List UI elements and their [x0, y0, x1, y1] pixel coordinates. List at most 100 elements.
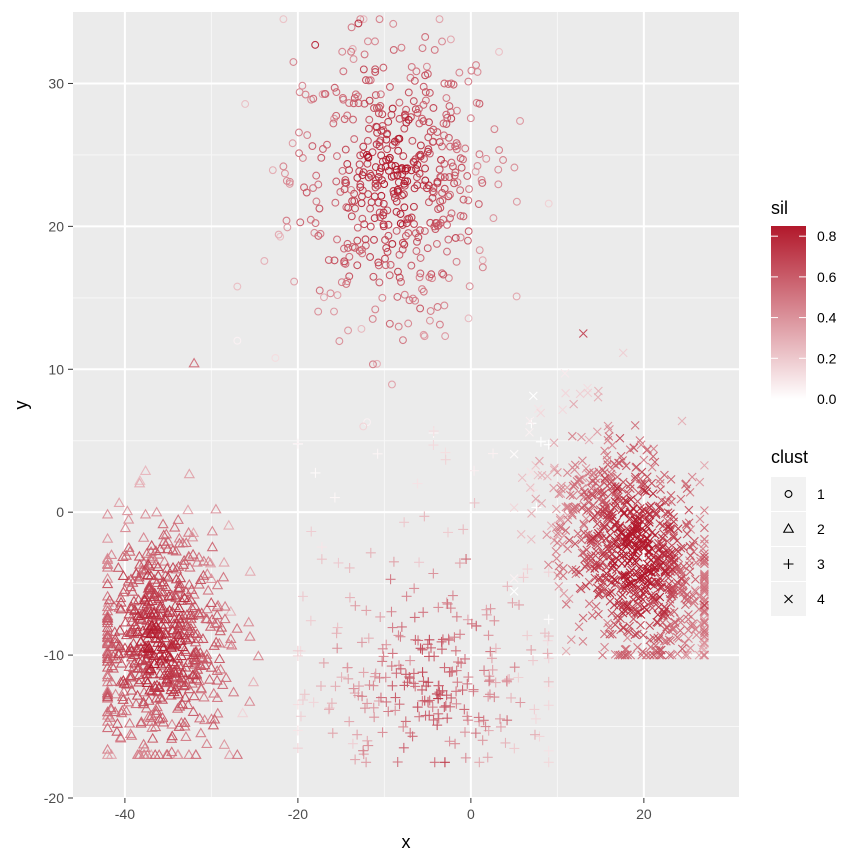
point-clust-1	[461, 144, 470, 153]
point-clust-3	[428, 440, 439, 451]
point-clust-2	[139, 465, 152, 475]
point-clust-4	[700, 549, 709, 559]
point-clust-1	[385, 271, 394, 280]
point-clust-2	[102, 652, 114, 663]
point-clust-1	[400, 203, 409, 212]
point-clust-1	[353, 223, 362, 232]
point-clust-4	[641, 533, 651, 543]
point-clust-1	[444, 133, 453, 142]
point-clust-4	[633, 642, 642, 652]
point-clust-1	[411, 296, 420, 305]
point-clust-1	[396, 210, 405, 218]
point-clust-4	[575, 389, 585, 399]
point-clust-4	[626, 528, 636, 538]
point-clust-4	[700, 596, 709, 606]
point-clust-4	[698, 640, 708, 650]
point-clust-1	[494, 180, 503, 189]
point-clust-4	[698, 544, 708, 554]
point-clust-3	[353, 681, 364, 692]
point-clust-4	[552, 531, 562, 541]
point-clust-3	[543, 614, 554, 625]
point-clust-4	[594, 609, 603, 619]
point-clust-1	[378, 293, 387, 302]
point-clust-3	[459, 727, 470, 738]
point-clust-1	[438, 142, 446, 151]
point-clust-4	[613, 492, 623, 502]
point-clust-3	[342, 662, 353, 673]
point-clust-3	[522, 630, 533, 641]
point-clust-2	[101, 671, 114, 682]
point-clust-4	[610, 558, 620, 568]
point-clust-4	[577, 432, 586, 442]
point-clust-2	[135, 717, 147, 728]
point-clust-2	[101, 637, 114, 647]
point-clust-4	[654, 602, 664, 612]
point-clust-4	[661, 549, 671, 559]
point-clust-1	[464, 196, 473, 205]
point-clust-3	[323, 704, 334, 715]
point-clust-3	[358, 667, 369, 678]
point-clust-4	[645, 650, 655, 660]
point-clust-4	[561, 599, 571, 609]
point-clust-1	[404, 88, 413, 97]
point-clust-4	[700, 584, 709, 594]
point-clust-1	[399, 336, 407, 345]
point-clust-4	[629, 443, 639, 453]
point-clust-1	[404, 319, 413, 328]
point-clust-4	[635, 436, 645, 445]
point-clust-2	[142, 648, 155, 659]
point-clust-1	[419, 117, 428, 126]
point-clust-4	[660, 607, 670, 617]
point-clust-2	[195, 682, 207, 693]
point-clust-2	[137, 531, 150, 542]
point-clust-2	[149, 587, 161, 598]
point-clust-1	[312, 197, 321, 206]
point-clust-1	[405, 296, 414, 305]
point-clust-1	[429, 125, 438, 134]
point-clust-1	[375, 15, 384, 24]
point-clust-1	[421, 176, 430, 185]
point-clust-1	[288, 139, 297, 148]
point-clust-2	[201, 648, 213, 659]
point-clust-1	[386, 260, 395, 269]
point-clust-1	[376, 90, 385, 99]
point-clust-1	[395, 98, 404, 107]
point-clust-4	[667, 565, 677, 575]
point-clust-1	[383, 247, 392, 256]
point-clust-2	[145, 628, 157, 639]
point-clust-1	[389, 19, 398, 28]
point-clust-2	[201, 738, 213, 749]
point-clust-3	[480, 721, 491, 732]
point-clust-1	[392, 165, 401, 174]
point-clust-2	[198, 691, 210, 702]
point-clust-1	[494, 165, 503, 174]
point-clust-1	[374, 109, 383, 118]
point-clust-1	[384, 117, 393, 126]
x-tick-label: 20	[636, 806, 652, 822]
point-clust-2	[117, 570, 130, 581]
point-clust-1	[451, 142, 460, 151]
point-clust-4	[663, 573, 673, 583]
point-clust-1	[393, 185, 402, 194]
point-clust-1	[449, 80, 458, 89]
point-clust-4	[554, 489, 564, 499]
point-clust-4	[648, 592, 658, 602]
point-clust-1	[343, 160, 352, 168]
point-clust-4	[700, 617, 709, 627]
point-clust-4	[555, 513, 565, 523]
point-clust-3	[515, 697, 526, 708]
point-clust-1	[495, 146, 504, 155]
point-clust-3	[514, 599, 525, 610]
point-clust-4	[585, 506, 595, 516]
point-clust-3	[460, 752, 471, 763]
point-clust-2	[111, 638, 123, 649]
point-clust-4	[579, 528, 589, 538]
point-clust-2	[168, 521, 181, 532]
point-clust-4	[526, 535, 536, 544]
point-clust-4	[625, 568, 635, 578]
point-clust-3	[357, 691, 368, 702]
color-legend: sil 0.0 0.2 0.4 0.6 0.8	[771, 198, 837, 407]
point-clust-4	[672, 545, 681, 555]
point-clust-1	[426, 307, 435, 315]
shape-legend: clust 1 2 3 4	[771, 447, 825, 616]
